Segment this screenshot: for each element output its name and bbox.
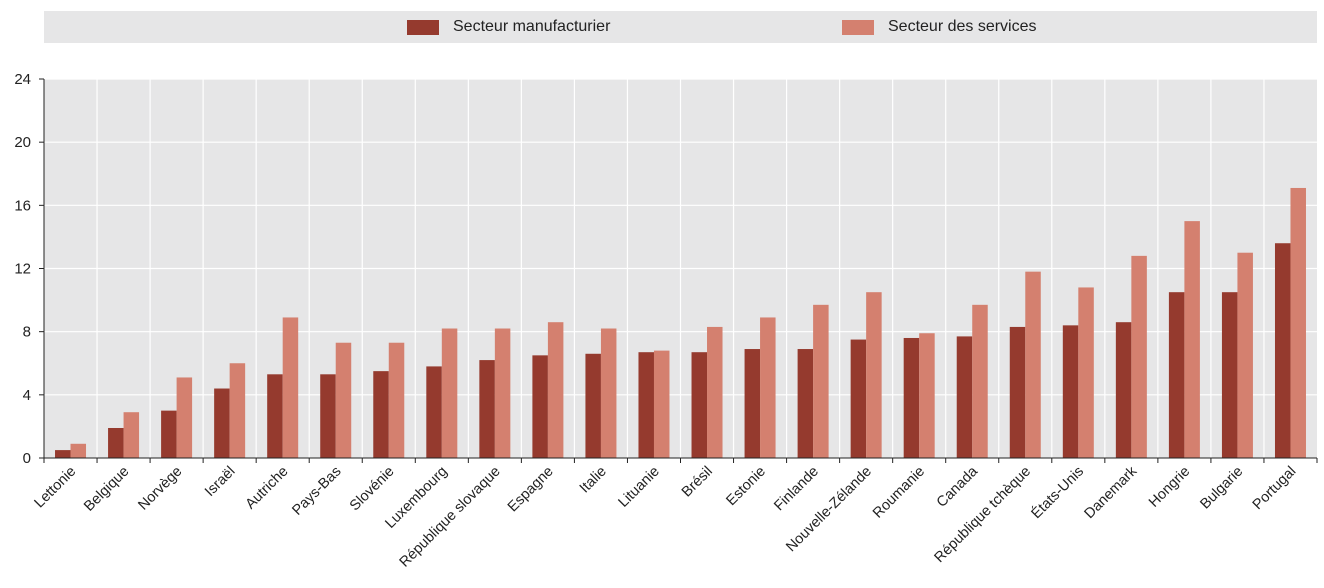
bar-services — [1025, 271, 1041, 458]
x-tick-label: Norvège — [135, 464, 185, 514]
bar-services — [70, 443, 87, 458]
x-tick-label: Italie — [577, 464, 610, 497]
bar-manufacturier — [108, 427, 124, 458]
bar-manufacturier — [532, 355, 548, 458]
y-tick-label: 8 — [23, 324, 31, 341]
bar-services — [1131, 255, 1147, 458]
axes — [39, 78, 1318, 463]
legend-swatch-manufacturier — [407, 19, 439, 35]
bar-services — [972, 304, 988, 458]
bar-manufacturier — [161, 410, 177, 458]
bar-services — [1290, 187, 1306, 458]
x-tick-label: Israël — [202, 464, 238, 500]
legend-swatch-services — [842, 19, 874, 35]
bar-services — [1078, 287, 1094, 458]
bar-manufacturier — [956, 336, 973, 458]
bar-services — [388, 342, 405, 458]
bar-manufacturier — [903, 337, 920, 458]
x-tick-label: Slovénie — [347, 464, 398, 515]
x-tick-label: Brésil — [679, 464, 716, 501]
bar-manufacturier — [426, 366, 442, 458]
bar-manufacturier — [744, 349, 761, 458]
y-tick-label: 24 — [14, 71, 31, 88]
bar-services — [760, 317, 776, 458]
y-tick-label: 0 — [23, 450, 31, 467]
x-tick-label: République slovaque — [397, 464, 504, 571]
legend: Secteur manufacturier Secteur des servic… — [44, 11, 1317, 43]
y-tick-label: 16 — [14, 197, 31, 214]
bar-services — [653, 350, 670, 458]
bar-services — [919, 333, 935, 458]
x-tick-label: Roumanie — [870, 464, 928, 522]
legend-item-services: Secteur des services — [842, 11, 1037, 43]
bar-services — [866, 292, 882, 458]
x-tick-label: États-Unis — [1028, 463, 1087, 522]
legend-label-manufacturier: Secteur manufacturier — [453, 18, 611, 35]
x-tick-label: Finlande — [771, 464, 822, 515]
bar-services — [813, 304, 829, 458]
bar-manufacturier — [55, 450, 71, 458]
y-tick-label: 12 — [14, 261, 31, 278]
x-tick-label: Bulgarie — [1197, 464, 1246, 513]
bar-services — [1237, 252, 1253, 458]
bar-services — [176, 377, 193, 458]
bar-services — [707, 326, 723, 458]
x-tick-label: Hongrie — [1146, 464, 1193, 511]
bar-services — [229, 363, 246, 458]
x-tick-label: Belgique — [81, 464, 132, 515]
bar-manufacturier — [1115, 322, 1132, 458]
bar-manufacturier — [638, 352, 654, 458]
bar-manufacturier — [850, 339, 867, 458]
bar-manufacturier — [1168, 292, 1185, 458]
bar-services — [441, 328, 458, 458]
bar-services — [600, 328, 617, 458]
x-tick-label: Canada — [934, 463, 982, 511]
bar-manufacturier — [373, 371, 389, 458]
bar-services — [494, 328, 511, 458]
bar-services — [123, 412, 140, 458]
bar-manufacturier — [267, 374, 283, 458]
x-tick-label: République tchèque — [932, 464, 1035, 567]
y-tick-label: 20 — [14, 134, 31, 151]
bar-services — [1184, 221, 1200, 458]
x-tick-label: Autriche — [243, 464, 292, 513]
bar-manufacturier — [1221, 292, 1238, 458]
bar-manufacturier — [1009, 326, 1026, 458]
legend-label-services: Secteur des services — [888, 18, 1037, 35]
y-tick-label: 4 — [23, 387, 31, 404]
bar-services — [547, 322, 564, 458]
x-tick-label: Estonie — [723, 464, 769, 510]
x-tick-label: Lituanie — [616, 464, 663, 511]
bar-services — [282, 317, 299, 458]
x-tick-label: Pays-Bas — [289, 464, 344, 519]
grid-lines — [44, 78, 1317, 458]
bar-manufacturier — [691, 352, 708, 458]
x-tick-label: Portugal — [1250, 464, 1300, 514]
x-tick-labels: Lettonie Belgique Norvège Israël AutrichePay… — [32, 463, 1300, 571]
x-tick-label: Danemark — [1082, 463, 1141, 522]
bar-manufacturier — [320, 374, 336, 458]
bar-services — [335, 342, 352, 458]
x-tick-label: Espagne — [505, 464, 557, 516]
bar-manufacturier — [797, 349, 814, 458]
y-tick-labels: 0 4 8 12 16 20 24 — [14, 71, 31, 467]
bar-manufacturier — [479, 360, 495, 458]
x-tick-label: Lettonie — [32, 464, 80, 512]
bar-manufacturier — [585, 353, 601, 458]
bars — [55, 187, 1306, 458]
bar-manufacturier — [214, 388, 230, 458]
bar-manufacturier — [1062, 325, 1079, 458]
bar-manufacturier — [1274, 243, 1291, 458]
legend-item-manufacturier: Secteur manufacturier — [407, 11, 610, 43]
